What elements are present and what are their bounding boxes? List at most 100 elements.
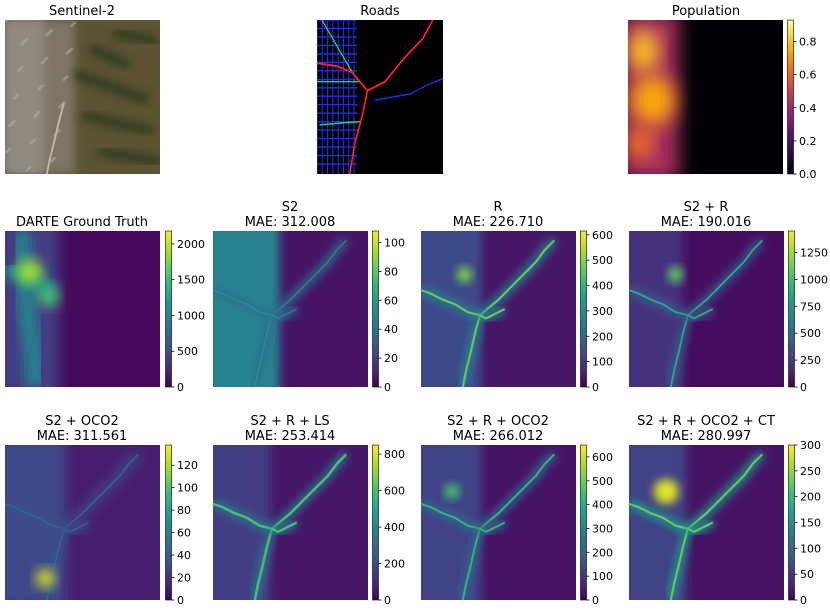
colorbar-tick-label: 0.0 xyxy=(799,168,817,179)
colorbar-tick-label: 2000 xyxy=(177,238,205,251)
colorbar: 0 250 500 750 1000 1250 xyxy=(788,230,828,392)
colorbar-tick-label: 60 xyxy=(384,294,398,307)
panel-title: S2 MAE: 312.008 xyxy=(200,200,380,230)
colorbar-tick-label: 600 xyxy=(592,229,613,242)
colorbar-tick-label: 200 xyxy=(592,330,613,343)
colorbar: 0 50 100 150 200 250 300 xyxy=(788,440,821,605)
panel-title-line: S2 xyxy=(281,200,299,215)
panel-title-line: Roads xyxy=(360,4,400,19)
colorbar-tick-label: 600 xyxy=(592,451,613,464)
panel-title-line: S2 + R + OCO2 + CT xyxy=(637,414,775,429)
panel-title-line: S2 + OCO2 xyxy=(45,414,119,429)
colorbar: 0 100 200 300 400 500 600 xyxy=(580,444,613,605)
colorbar-gradient xyxy=(165,230,172,388)
colorbar-tick-label: 0 xyxy=(800,594,807,605)
colorbar-tick-label: 200 xyxy=(384,558,405,571)
colorbar: 0 500 1000 1500 2000 xyxy=(165,230,205,392)
colorbar-tick-label: 40 xyxy=(177,549,191,562)
colorbar-tick-label: 500 xyxy=(592,475,613,488)
colorbar-tick-label: 0.6 xyxy=(799,69,817,82)
colorbar-tick-label: 750 xyxy=(800,300,821,313)
colorbar-tick-label: 50 xyxy=(800,568,814,581)
colorbar-tick-label: 300 xyxy=(592,305,613,318)
panel-title-line: DARTE Ground Truth xyxy=(16,215,148,230)
panel-title: S2 + R + OCO2 MAE: 266.012 xyxy=(408,414,588,444)
colorbar-tick-label: 80 xyxy=(384,265,398,278)
panel-title-line: Population xyxy=(671,4,741,19)
colorbar-gradient xyxy=(580,230,587,388)
colorbar: 0.0 0.2 0.4 0.6 0.8 xyxy=(787,19,817,179)
colorbar-tick-label: 20 xyxy=(384,352,398,365)
panel-title: S2 + R MAE: 190.016 xyxy=(616,200,796,230)
colorbar-tick-label: 100 xyxy=(177,482,198,495)
darte-ground-truth-heatmap xyxy=(5,231,160,387)
colorbar-tick-label: 0.8 xyxy=(799,36,817,49)
colorbar-tick-label: 0 xyxy=(384,594,391,605)
colorbar-tick-label: 1500 xyxy=(177,274,205,287)
colorbar-tick-label: 1250 xyxy=(800,247,828,260)
s2-r-oco2-ct-prediction-heatmap xyxy=(629,445,784,600)
colorbar-tick-label: 400 xyxy=(384,521,405,534)
colorbar-tick-label: 0.4 xyxy=(799,102,817,115)
panel-subtitle-mae: MAE: 312.008 xyxy=(244,215,336,230)
panel-subtitle-mae: MAE: 266.012 xyxy=(452,429,544,444)
colorbar-tick-label: 20 xyxy=(177,572,191,585)
colorbar-gradient xyxy=(165,444,172,601)
colorbar-tick-label: 600 xyxy=(384,485,405,498)
panel-title-line: S2 + R + OCO2 xyxy=(447,414,549,429)
colorbar-tick-label: 0 xyxy=(177,594,184,605)
colorbar: 0 20 40 60 80 100 120 xyxy=(165,444,198,605)
r-prediction-heatmap xyxy=(421,231,576,387)
colorbar: 0 100 200 300 400 500 600 xyxy=(580,229,613,392)
colorbar-tick-label: 0 xyxy=(592,594,599,605)
colorbar-tick-label: 500 xyxy=(592,254,613,267)
s2-r-prediction-heatmap xyxy=(629,231,784,387)
colorbar-tick-label: 80 xyxy=(177,504,191,517)
panel-subtitle-mae: MAE: 226.710 xyxy=(452,215,544,230)
colorbar-tick-label: 100 xyxy=(800,542,821,555)
colorbar-gradient xyxy=(788,444,795,601)
colorbar-gradient xyxy=(372,444,379,601)
colorbar-tick-label: 400 xyxy=(592,499,613,512)
panel-title: Sentinel-2 xyxy=(0,4,172,19)
s2-prediction-heatmap xyxy=(213,231,368,387)
colorbar-gradient xyxy=(788,230,795,388)
s2-r-ls-prediction-heatmap xyxy=(213,445,368,600)
sentinel2-image xyxy=(5,20,160,174)
colorbar-tick-label: 60 xyxy=(177,527,191,540)
colorbar-tick-label: 250 xyxy=(800,465,821,478)
colorbar-gradient xyxy=(580,444,587,601)
panel-title-line: Sentinel-2 xyxy=(48,4,115,19)
panel-title: DARTE Ground Truth xyxy=(0,215,172,230)
panel-title: Population xyxy=(616,4,796,19)
panel-title: Roads xyxy=(290,4,470,19)
panel-title-line: S2 + R xyxy=(683,200,729,215)
panel-subtitle-mae: MAE: 253.414 xyxy=(244,429,336,444)
panel-title-line: R xyxy=(493,200,503,215)
colorbar-tick-label: 100 xyxy=(592,570,613,583)
panel-subtitle-mae: MAE: 280.997 xyxy=(660,429,752,444)
panel-subtitle-mae: MAE: 190.016 xyxy=(660,215,752,230)
panel-title: S2 + R + LS MAE: 253.414 xyxy=(200,414,380,444)
colorbar-tick-label: 0 xyxy=(800,381,807,392)
colorbar-tick-label: 150 xyxy=(800,517,821,530)
colorbar-tick-label: 40 xyxy=(384,323,398,336)
colorbar-tick-label: 500 xyxy=(177,345,198,358)
colorbar-gradient xyxy=(372,230,379,388)
colorbar-tick-label: 200 xyxy=(800,491,821,504)
roads-image xyxy=(317,20,443,174)
population-heatmap xyxy=(628,20,783,174)
colorbar-tick-label: 500 xyxy=(800,327,821,340)
colorbar-tick-label: 1000 xyxy=(177,309,205,322)
colorbar: 0 200 400 600 800 xyxy=(372,444,405,605)
colorbar-tick-label: 200 xyxy=(592,546,613,559)
colorbar-tick-label: 0 xyxy=(592,381,599,392)
colorbar-tick-label: 400 xyxy=(592,280,613,293)
colorbar-tick-label: 250 xyxy=(800,354,821,367)
colorbar-tick-label: 100 xyxy=(384,237,405,250)
colorbar-tick-label: 120 xyxy=(177,459,198,472)
colorbar-tick-label: 0 xyxy=(384,381,391,392)
panel-title: R MAE: 226.710 xyxy=(408,200,588,230)
colorbar-tick-label: 100 xyxy=(592,356,613,369)
panel-title: S2 + OCO2 MAE: 311.561 xyxy=(0,414,172,444)
